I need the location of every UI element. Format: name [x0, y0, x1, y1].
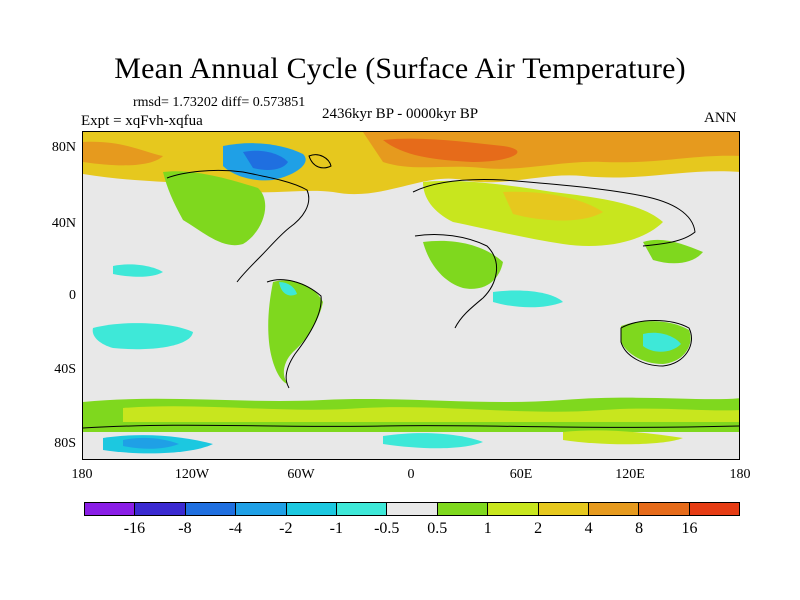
lon-label-60w: 60W: [287, 467, 315, 482]
anomaly-patch-alaska-4: [83, 141, 163, 166]
period-text: 2436kyr BP - 0000kyr BP: [321, 106, 479, 122]
anomaly-patch-east-antarctica-cool: [383, 433, 483, 449]
lon-label-0: 0: [407, 467, 415, 482]
colorbar-label: 2: [534, 520, 543, 537]
colorbar-label: -2: [279, 520, 293, 537]
coast-africa: [414, 233, 498, 329]
anomaly-patch-canada-cold: [243, 150, 288, 170]
anomaly-patch-south-america: [268, 280, 323, 384]
anomaly-patch-eurasia-8: [383, 138, 518, 162]
colorbar-swatch: [588, 503, 640, 515]
colorbar-swatch: [437, 503, 489, 515]
coastlines: [83, 154, 739, 429]
lon-label-120w: 120W: [174, 467, 210, 482]
colorbar-label: 16: [681, 520, 698, 537]
lat-label-40n: 40N: [51, 216, 76, 231]
lat-label-40s: 40S: [54, 362, 76, 377]
anomaly-patch-north-america: [163, 171, 266, 246]
coast-australia: [620, 320, 692, 367]
season-text: ANN: [704, 110, 737, 126]
lat-label-0: 0: [69, 288, 76, 303]
anomaly-patch-east-antarctica-warm: [563, 430, 683, 445]
colorbar-label: -0.5: [374, 520, 400, 537]
colorbar-label: 8: [635, 520, 644, 537]
anomaly-patch-tropical-pacific-cool: [113, 264, 163, 277]
colorbar-swatch: [85, 503, 136, 515]
coast-south-america: [266, 279, 322, 389]
anomaly-patch-east-asia: [643, 239, 703, 264]
anomaly-patch-south-pacific-cool: [92, 323, 193, 350]
anomaly-patch-africa: [423, 240, 503, 289]
chart-title: Mean Annual Cycle (Surface Air Temperatu…: [114, 52, 686, 85]
colorbar-swatch: [538, 503, 589, 515]
lat-label-80s: 80S: [54, 436, 76, 451]
colorbar-swatch: [286, 503, 337, 515]
anomaly-patch-indian-ocean-cool: [493, 290, 563, 308]
experiment-text: Expt = xqFvh-xqfua: [81, 113, 203, 129]
anomaly-band-southern-ocean-2: [123, 406, 739, 422]
coast-antarctica: [83, 424, 739, 429]
colorbar: [84, 502, 740, 516]
anomaly-patch-antarctica-cold: [123, 437, 179, 449]
colorbar-swatch: [236, 503, 287, 515]
lon-label-60e: 60E: [509, 467, 533, 482]
lat-label-80n: 80N: [51, 140, 76, 155]
anomaly-patch-amazon-cool: [279, 282, 297, 296]
colorbar-label: 4: [584, 520, 593, 537]
colorbar-label: -4: [228, 520, 243, 537]
lon-label-180w: 180: [71, 467, 93, 482]
colorbar-swatch: [639, 503, 690, 515]
map-svg: [83, 132, 739, 459]
lon-label-120e: 120E: [615, 467, 645, 482]
colorbar-swatch: [336, 503, 388, 515]
colorbar-swatch: [135, 503, 186, 515]
colorbar-label: -1: [329, 520, 343, 537]
anomaly-patch-australia-cool: [643, 332, 681, 352]
coast-greenland: [308, 154, 332, 169]
coast-eurasia: [412, 179, 696, 247]
colorbar-swatch: [185, 503, 237, 515]
colorbar-label: 0.5: [427, 520, 448, 537]
anomaly-patch-central-asia: [503, 191, 603, 221]
colorbar-swatch: [387, 503, 438, 515]
stats-text: rmsd= 1.73202 diff= 0.573851: [133, 95, 306, 110]
map-plot: [82, 131, 740, 460]
lon-label-180e: 180: [729, 467, 751, 482]
colorbar-swatch: [689, 503, 740, 515]
colorbar-label: -8: [178, 520, 192, 537]
coast-north-america: [166, 169, 310, 283]
colorbar-swatch: [488, 503, 539, 515]
colorbar-label: -16: [123, 520, 146, 537]
colorbar-label: 1: [483, 520, 492, 537]
